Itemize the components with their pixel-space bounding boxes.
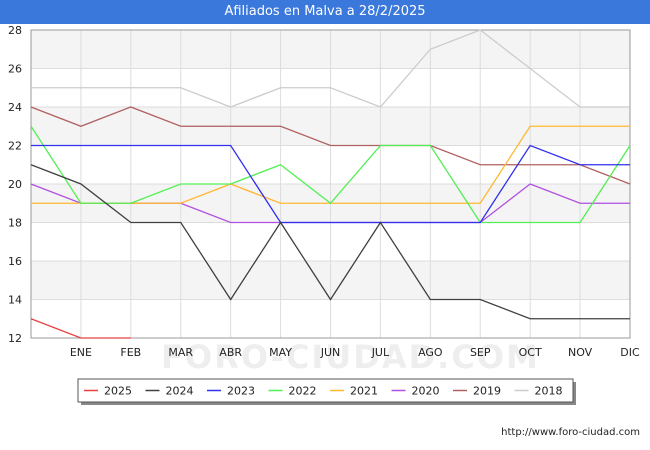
x-tick-label: NOV (568, 346, 593, 359)
series-line-2022 (30, 125, 631, 224)
legend-label-2018: 2018 (535, 385, 563, 398)
legend-label-2022: 2022 (289, 385, 317, 398)
series-line-2024 (30, 164, 630, 320)
series-line-2025 (30, 318, 131, 339)
series-line-2019 (30, 106, 631, 185)
x-tick-label: AGO (418, 346, 443, 359)
series-line-2023 (31, 144, 630, 224)
x-tick-label: JUL (371, 346, 390, 359)
x-tick-label: MAY (269, 346, 292, 359)
legend-label-2025: 2025 (104, 385, 132, 398)
x-tick-label: OCT (519, 346, 542, 359)
y-tick-label: 18 (8, 217, 22, 230)
x-tick-label: ENE (70, 346, 92, 359)
x-tick-label: FEB (120, 346, 141, 359)
watermark: FORO-CIUDAD.COM (161, 338, 540, 376)
y-tick-label: 26 (8, 63, 22, 76)
y-tick-label: 16 (8, 255, 22, 268)
y-tick-label: 20 (8, 178, 22, 191)
x-tick-label: JUN (320, 346, 341, 359)
legend-label-2021: 2021 (350, 385, 378, 398)
x-tick-label: DIC (620, 346, 640, 359)
legend-label-2024: 2024 (166, 385, 194, 398)
legend-label-2020: 2020 (412, 385, 440, 398)
y-tick-label: 28 (8, 24, 22, 37)
y-tick-label: 22 (8, 140, 22, 153)
y-tick-label: 12 (8, 332, 22, 345)
legend-box (77, 378, 574, 403)
footer-url[interactable]: http://www.foro-ciudad.com (501, 427, 640, 438)
legend-label-2019: 2019 (473, 385, 501, 398)
x-tick-label: SEP (470, 346, 491, 359)
y-tick-label: 14 (8, 294, 22, 307)
y-tick-label: 24 (8, 101, 22, 114)
chart-title: Afiliados en Malva a 28/2/2025 (0, 0, 650, 24)
series-line-2018 (31, 29, 630, 108)
legend-label-2023: 2023 (227, 385, 255, 398)
x-tick-label: MAR (168, 346, 193, 359)
x-tick-label: ABR (219, 346, 242, 359)
